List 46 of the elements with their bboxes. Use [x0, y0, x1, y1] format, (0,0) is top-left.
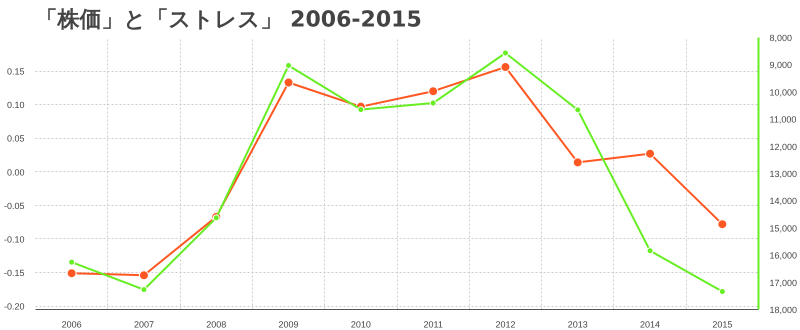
- y-tick-label: -0.05: [4, 200, 24, 211]
- point: [646, 247, 654, 254]
- y2-tick-label: 16,000: [770, 250, 798, 261]
- point: [138, 270, 149, 280]
- point: [212, 214, 220, 222]
- point: [428, 86, 438, 96]
- x-tick-label: 2014: [640, 320, 660, 330]
- x-tick-label: 2010: [350, 320, 371, 330]
- point: [140, 286, 148, 294]
- x-tick-label: 2013: [568, 320, 588, 330]
- point: [572, 157, 583, 168]
- point: [574, 106, 582, 114]
- point: [66, 268, 77, 278]
- x-tick-label: 2015: [712, 320, 732, 330]
- y2-tick-label: 13,000: [770, 169, 798, 179]
- y2-tick-label: 12,000: [770, 142, 798, 152]
- y2-tick-label: 8,000: [770, 33, 792, 43]
- point: [717, 219, 728, 230]
- y-tick-label: 0.00: [6, 167, 25, 178]
- y2-tick-label: 11,000: [770, 114, 796, 125]
- y-tick-label: -0.15: [4, 268, 24, 278]
- x-tick-label: 2012: [495, 320, 516, 330]
- y2-tick-label: 9,000: [770, 60, 792, 70]
- x-tick-label: 2011: [423, 320, 443, 330]
- point: [645, 148, 656, 159]
- y-tick-label: -0.20: [4, 302, 24, 312]
- y-tick-label: -0.10: [4, 234, 24, 244]
- y2-tick-label: 17,000: [770, 278, 798, 288]
- point: [357, 106, 364, 114]
- x-tick-label: 2008: [206, 320, 226, 330]
- chart-title: 「株価」と「ストレス」 2006-2015: [36, 8, 422, 32]
- y2-tick-label: 10,000: [770, 87, 798, 98]
- point: [502, 50, 509, 56]
- y2-tick-label: 15,000: [770, 223, 798, 234]
- y2-tick-label: 18,000: [770, 305, 798, 315]
- point: [500, 62, 510, 72]
- x-tick-label: 2007: [134, 320, 154, 330]
- x-tick-label: 2006: [62, 320, 82, 330]
- y-tick-label: 0.15: [6, 66, 25, 77]
- y-tick-label: 0.05: [6, 134, 25, 144]
- x-tick-label: 2009: [278, 320, 299, 330]
- point: [284, 78, 294, 88]
- point: [285, 62, 292, 70]
- point: [68, 258, 76, 266]
- y2-tick-label: 14,000: [770, 196, 798, 206]
- y-tick-label: 0.10: [6, 100, 25, 110]
